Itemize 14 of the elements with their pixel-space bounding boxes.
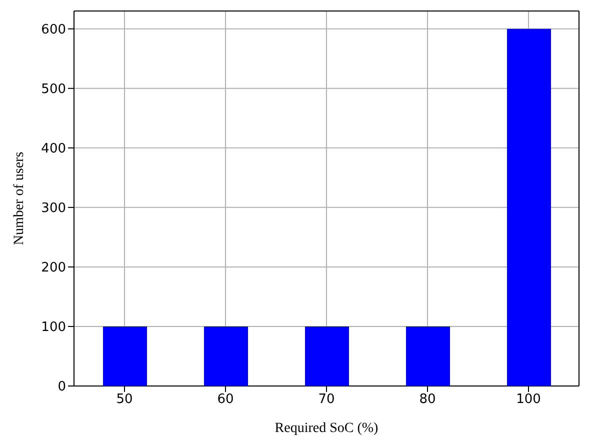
y-axis-title: Number of users bbox=[12, 152, 27, 246]
x-tick-label: 70 bbox=[318, 392, 335, 408]
x-tick-label: 60 bbox=[217, 392, 234, 408]
x-axis-title: Required SoC (%) bbox=[274, 421, 379, 436]
x-tick-label: 50 bbox=[116, 392, 133, 408]
y-tick-label: 400 bbox=[41, 142, 66, 157]
x-tick-label: 80 bbox=[419, 392, 436, 408]
y-tick-label: 500 bbox=[41, 82, 66, 97]
y-tick-label: 300 bbox=[41, 201, 66, 216]
y-tick-label: 200 bbox=[41, 260, 66, 276]
y-tick-label: 600 bbox=[41, 22, 66, 38]
y-tick-label: 0 bbox=[58, 380, 66, 395]
y-tick-label: 100 bbox=[41, 320, 66, 336]
x-tick-label: 100 bbox=[516, 392, 541, 408]
